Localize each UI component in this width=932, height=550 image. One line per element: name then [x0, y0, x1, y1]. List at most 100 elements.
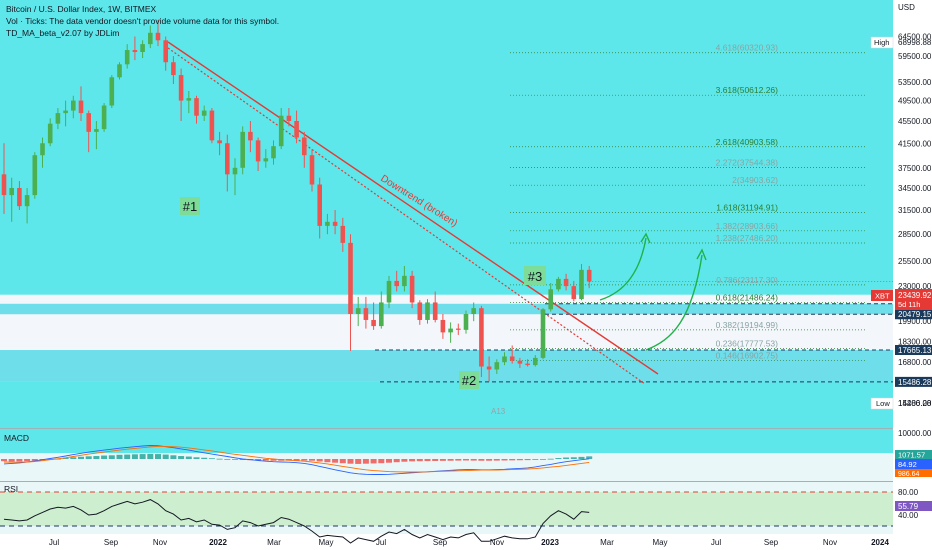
macd-hist-23: [178, 456, 185, 459]
candle-body-24: [186, 98, 192, 101]
trendlines: [167, 41, 659, 385]
rsi-label: RSI: [4, 484, 18, 494]
time-label-14: Nov: [823, 538, 837, 547]
macd-hist-1: [8, 459, 15, 462]
candle-body-57: [440, 319, 446, 333]
macd-hist-17: [131, 454, 138, 459]
price-tick-6: 41500.00: [898, 139, 932, 148]
macd-axis-label: 10000.00: [898, 429, 932, 438]
time-label-13: Sep: [764, 538, 779, 547]
macd-hist-60: [463, 459, 469, 461]
macd-tag-1: 1071.57: [898, 451, 925, 460]
time-axis-bg: [0, 534, 893, 550]
time-axis: Jul Sep Nov 2022 Mar May Jul Sep Nov 2023 Mar May Ju…: [49, 538, 890, 547]
candle-body-75: [579, 269, 584, 300]
macd-hist-49: [378, 459, 385, 464]
time-label-3: 2022: [209, 538, 227, 547]
last-price-box: [895, 289, 932, 310]
rsi-lower-label: 40.00: [898, 511, 919, 520]
candle-body-5: [40, 143, 45, 156]
macd-hist-70: [540, 459, 546, 460]
candle-body-54: [417, 302, 423, 320]
macd-hist-31: [239, 459, 246, 460]
projection-arrow-2: [645, 254, 703, 351]
macd-hist-67: [516, 459, 523, 461]
candle-body-58: [448, 328, 453, 333]
macd-hist-4: [31, 459, 38, 461]
candle-body-11: [86, 113, 91, 132]
macd-hist-33: [255, 459, 262, 461]
macd-hist-73: [563, 457, 570, 459]
low-label: Low: [876, 399, 890, 408]
candle-body-68: [525, 363, 530, 366]
macd-hist-66: [509, 459, 516, 461]
macd-hist-64: [493, 459, 500, 461]
price-tick-14: 18300.00: [898, 337, 932, 346]
macd-hist-34: [262, 459, 269, 461]
macd-hist-29: [224, 459, 231, 460]
candle-body-45: [348, 242, 353, 314]
wave-1-label: #1: [183, 199, 197, 214]
candle-body-56: [432, 302, 438, 320]
macd-signal-line: [3, 445, 590, 473]
macd-hist-11: [85, 456, 92, 459]
rsi-line: [3, 499, 590, 544]
macd-hist-74: [570, 457, 577, 459]
macd-hist-12: [93, 456, 100, 459]
projection-arrow-1: [599, 237, 647, 301]
macd-hist-65: [501, 459, 508, 461]
high-tag-box: [870, 36, 894, 49]
macd-hist-54: [416, 459, 423, 462]
candle-body-39: [302, 137, 307, 156]
macd-hist-26: [201, 457, 208, 459]
macd-hist-30: [232, 459, 238, 460]
time-label-5: May: [318, 538, 333, 547]
wave-1-box: [180, 197, 200, 215]
macd-tag-1-box: [895, 450, 932, 459]
time-label-15: 2024: [871, 538, 889, 547]
candle-body-27: [209, 110, 215, 141]
candle-body-55: [425, 302, 430, 320]
candle-body-1: [9, 187, 14, 196]
macd-hist-41: [316, 459, 323, 462]
macd-tag-3-box: [895, 469, 932, 477]
candle-body-9: [71, 100, 76, 111]
macd-hist-48: [370, 459, 377, 464]
price-tick-17: 14200.00: [898, 399, 932, 408]
candle-body-15: [117, 64, 122, 78]
price-tick-15: 16800.00: [898, 358, 932, 367]
candle-body-69: [533, 357, 538, 366]
macd-hist-76: [586, 456, 593, 459]
candle-body-53: [409, 275, 415, 303]
price-tick-9: 31500.00: [898, 206, 932, 215]
macd-hist-13: [101, 455, 108, 459]
macd-hist-18: [139, 454, 146, 459]
time-label-0: Jul: [49, 538, 59, 547]
fib-levels: 4.618(60320.93) 3.618(50612.26) 2.618(4090…: [510, 43, 865, 362]
fib-label-12: 0.146(16902.75): [716, 351, 779, 361]
macd-hist-56: [432, 459, 439, 461]
candle-body-60: [463, 313, 469, 330]
macd-hist-8: [62, 458, 69, 459]
candle-body-19: [148, 32, 153, 45]
macd-hist-9: [70, 457, 77, 459]
candle-body-2: [17, 187, 22, 207]
low-value: 15486.28: [898, 399, 932, 408]
price-tick-2: 59500.00: [898, 52, 932, 61]
chart-title: Bitcoin / U.S. Dollar Index, 1W, BITMEX: [6, 4, 157, 14]
low-tag-box: [870, 397, 894, 410]
price-tick-5: 45500.00: [898, 117, 932, 126]
candle-body-10: [78, 100, 84, 114]
currency-label: USD: [898, 3, 915, 12]
candle-body-62: [479, 308, 484, 367]
price-tick-11: 25500.00: [898, 257, 932, 266]
candle-body-33: [255, 140, 261, 162]
candle-body-73: [563, 278, 569, 287]
wave-2-label: #2: [462, 373, 476, 388]
candle-body-35: [271, 146, 276, 159]
level-tag-box-2: [895, 345, 932, 356]
candle-body-71: [548, 289, 553, 310]
candle-body-8: [63, 110, 68, 114]
projection-arrow-2-head: [696, 248, 707, 261]
